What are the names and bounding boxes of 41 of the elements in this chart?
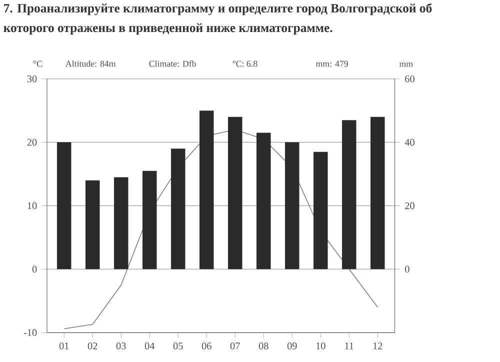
bar [170,148,186,270]
text: mm: 479 [316,60,348,67]
chart-subtitle: которого отражены в приведенной ниже климатограмме. [4,23,332,35]
bar [114,177,128,270]
bar [199,110,214,270]
y-tick-label: -10 [24,329,37,336]
y-tick-label: 20 [27,139,37,146]
bar [370,117,385,270]
bar [342,120,356,270]
text: °C: 6.8 [232,60,258,67]
x-tick-label: 09 [287,342,297,350]
bar [85,180,100,270]
bar [314,152,328,270]
x-tick-label: 12 [373,342,382,350]
y-tick-label: 30 [27,76,37,83]
x-tick-label: 05 [173,342,183,350]
x-tick-label: 02 [88,342,98,350]
y2-tick-label: 20 [405,202,414,210]
x-tick-label: 03 [116,342,126,350]
bar [56,142,72,270]
y-tick-label: 10 [28,202,37,210]
y-tick-label: 0 [32,266,37,273]
x-tick-label: 04 [144,342,155,350]
x-tick-label: 11 [345,342,354,350]
y2-tick-label: 0 [405,266,410,273]
bar [256,133,271,270]
x-tick-label: 10 [316,342,326,350]
x-tick-label: 07 [230,342,240,350]
text: Altitude: 84m [65,60,116,67]
x-tick-label: 06 [202,342,212,350]
bar [285,142,300,270]
bar [142,171,157,270]
bar [228,117,242,270]
x-tick-label: 08 [258,342,268,350]
y-axis-title: °C [33,60,42,67]
x-tick-label: 01 [59,342,69,350]
y2-tick-label: 40 [404,139,414,146]
text: Climate: Dfb [149,60,196,67]
chart-title: 7. Проанализируйте климатограмму и определите город Волгоградской об [4,4,432,16]
y2-tick-label: 60 [405,76,414,83]
y2-axis-title: mm [399,62,413,68]
